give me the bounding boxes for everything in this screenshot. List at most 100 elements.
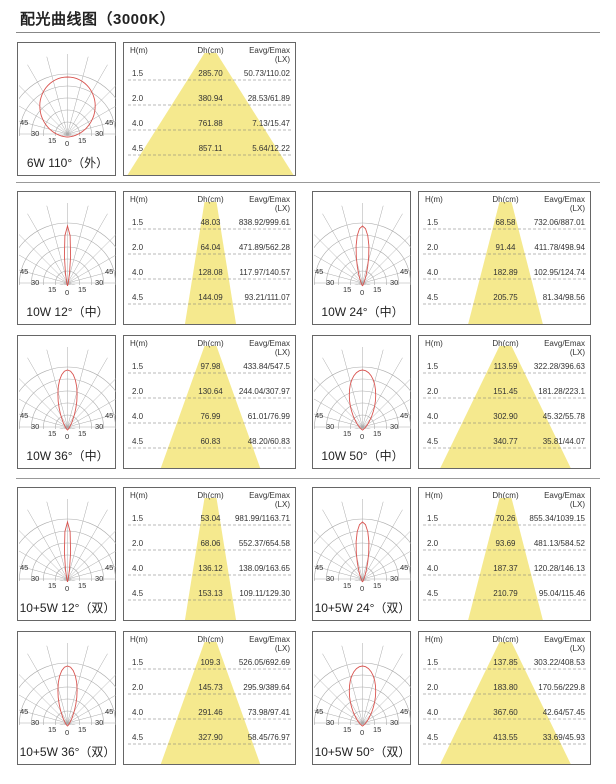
- col-header-dh: Dh(cm): [197, 195, 224, 204]
- dh-value: 205.75: [493, 293, 518, 302]
- photometric-table: H(m) Dh(cm) Eavg/Emax (LX) 1.5 137.85 303.22/4…: [418, 631, 591, 765]
- col-header-lx: (LX): [569, 348, 585, 357]
- dh-value: 145.73: [198, 683, 223, 692]
- polar-grid-spoke: [19, 709, 68, 724]
- polar-grid-spoke: [314, 254, 363, 284]
- dh-value: 109.3: [200, 658, 221, 667]
- dh-value: 761.88: [198, 119, 223, 128]
- dh-value: 151.45: [493, 387, 518, 396]
- col-header-lx: (LX): [569, 644, 585, 653]
- eavg-emax-value: 48.20/60.83: [247, 437, 290, 446]
- angle-label: 45: [400, 411, 409, 420]
- height-value: 4.5: [427, 589, 439, 598]
- polar-chart: 45 45 30 30 15 15 0 6W 110°（外）: [17, 42, 116, 176]
- eavg-emax-value: 81.34/98.56: [542, 293, 585, 302]
- polar-grid-spoke: [362, 509, 403, 580]
- polar-grid-spoke: [362, 413, 411, 428]
- height-value: 4.0: [427, 564, 439, 573]
- angle-label: 30: [390, 574, 399, 583]
- dh-value: 137.85: [493, 658, 518, 667]
- polar-grid-spoke: [27, 509, 68, 580]
- angle-label: 30: [95, 278, 104, 287]
- dh-value: 68.58: [495, 218, 516, 227]
- angle-label: 45: [20, 563, 29, 572]
- eavg-emax-value: 95.04/115.46: [538, 589, 585, 598]
- height-value: 4.5: [132, 589, 144, 598]
- intensity-curve: [57, 369, 78, 431]
- polar-grid-spoke: [19, 694, 68, 724]
- page-title: 配光曲线图（3000K）: [20, 11, 176, 28]
- col-header-dh: Dh(cm): [197, 491, 224, 500]
- eavg-emax-value: 102.95/124.74: [533, 268, 585, 277]
- height-value: 4.0: [132, 412, 144, 421]
- col-header-eavg: Eavg/Emax: [249, 491, 290, 500]
- angle-label: 30: [390, 278, 399, 287]
- angle-label: 15: [48, 136, 57, 145]
- angle-label: 30: [326, 718, 335, 727]
- dh-value: 413.55: [493, 733, 518, 742]
- dh-value: 113.59: [493, 362, 518, 371]
- polar-grid-spoke: [67, 378, 116, 428]
- height-value: 4.0: [132, 564, 144, 573]
- height-value: 4.0: [427, 268, 439, 277]
- polar-grid-spoke: [19, 105, 68, 135]
- angle-label: 45: [400, 563, 409, 572]
- col-header-h: H(m): [425, 339, 443, 348]
- polar-grid-spoke: [27, 64, 68, 135]
- eavg-emax-value: 35.81/44.07: [542, 437, 585, 446]
- polar-grid-spoke: [67, 550, 116, 580]
- height-value: 2.0: [132, 243, 144, 252]
- polar-grid-spoke: [314, 413, 363, 428]
- height-value: 4.0: [427, 708, 439, 717]
- angle-label: 15: [48, 429, 57, 438]
- eavg-emax-value: 42.64/57.45: [542, 708, 585, 717]
- panel-label: 10W 12°（中）: [26, 305, 109, 319]
- height-value: 4.5: [132, 144, 144, 153]
- photometric-table: H(m) Dh(cm) Eavg/Emax (LX) 1.5 70.26 855.34/10…: [418, 487, 591, 621]
- polar-grid-spoke: [362, 709, 411, 724]
- polar-grid-spoke: [59, 578, 68, 581]
- col-header-dh: Dh(cm): [492, 635, 519, 644]
- col-header-eavg: Eavg/Emax: [249, 46, 290, 55]
- eavg-emax-value: 170.56/229.8: [538, 683, 585, 692]
- angle-label: 15: [48, 725, 57, 734]
- polar-grid-spoke: [362, 349, 384, 428]
- angle-label: 15: [78, 581, 87, 590]
- dh-value: 53.04: [200, 514, 221, 523]
- dh-value: 136.12: [198, 564, 223, 573]
- light-cone: [468, 498, 543, 620]
- polar-grid-spoke: [362, 282, 371, 285]
- col-header-dh: Dh(cm): [492, 339, 519, 348]
- intensity-curve: [355, 521, 370, 583]
- polar-grid-spoke: [362, 645, 384, 724]
- height-value: 2.0: [132, 94, 144, 103]
- col-header-eavg: Eavg/Emax: [249, 195, 290, 204]
- polar-grid-spoke: [362, 213, 403, 284]
- polar-grid-spoke: [67, 105, 116, 135]
- angle-label: 0: [360, 728, 365, 737]
- col-header-lx: (LX): [274, 348, 290, 357]
- polar-chart: 45 45 30 30 15 15 0 10W 12°（中）: [17, 191, 116, 325]
- intensity-curve: [39, 76, 96, 138]
- dh-value: 153.13: [198, 589, 223, 598]
- col-header-h: H(m): [130, 339, 148, 348]
- polar-grid-spoke: [314, 674, 363, 724]
- angle-label: 45: [105, 563, 114, 572]
- col-header-h: H(m): [130, 491, 148, 500]
- height-value: 2.0: [132, 683, 144, 692]
- col-header-h: H(m): [425, 635, 443, 644]
- angle-label: 15: [373, 285, 382, 294]
- panel-label: 6W 110°（外）: [26, 156, 109, 170]
- polar-chart: 45 45 30 30 15 15 0 10+5W 50°（双）: [312, 631, 411, 765]
- polar-grid-spoke: [67, 530, 116, 580]
- angle-label: 15: [373, 429, 382, 438]
- polar-grid-spoke: [19, 269, 68, 284]
- col-header-lx: (LX): [274, 204, 290, 213]
- eavg-emax-value: 58.45/76.97: [247, 733, 290, 742]
- col-header-eavg: Eavg/Emax: [249, 635, 290, 644]
- col-header-lx: (LX): [274, 500, 290, 509]
- section-divider-2: [16, 478, 600, 479]
- height-value: 4.5: [132, 733, 144, 742]
- angle-label: 0: [65, 139, 70, 148]
- polar-grid-spoke: [59, 133, 68, 136]
